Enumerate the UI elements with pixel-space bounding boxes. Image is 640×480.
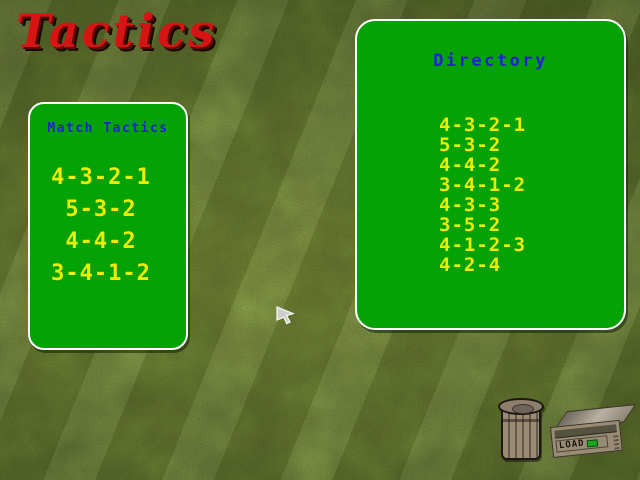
- load-drive-icon[interactable]: LOAD: [548, 403, 637, 465]
- drive-front-face: LOAD: [549, 419, 623, 458]
- trash-can-icon[interactable]: [498, 398, 544, 462]
- trash-can-body: [501, 408, 541, 460]
- directory-list: 4-3-2-1 5-3-2 4-4-2 3-4-1-2 4-3-3 3-5-2 …: [439, 115, 526, 275]
- trash-can-lid: [498, 398, 544, 415]
- directory-item[interactable]: 3-5-2: [439, 214, 502, 236]
- directory-item[interactable]: 4-4-2: [439, 154, 502, 176]
- match-tactics-list: 4-3-2-1 5-3-2 4-4-2 3-4-1-2: [30, 162, 172, 290]
- directory-item[interactable]: 3-4-1-2: [439, 174, 527, 196]
- page-title: Tactics: [16, 4, 218, 58]
- arrow-cursor-icon: [276, 306, 295, 325]
- directory-item[interactable]: 5-3-2: [439, 134, 502, 156]
- load-label: LOAD: [558, 438, 586, 452]
- match-tactic-item[interactable]: 5-3-2: [65, 197, 137, 222]
- match-tactic-item[interactable]: 4-4-2: [65, 229, 137, 254]
- directory-item[interactable]: 4-2-4: [439, 254, 502, 276]
- match-tactics-title: Match Tactics: [47, 121, 169, 136]
- drive-led-light: [586, 438, 598, 447]
- drive-label-box: LOAD: [555, 435, 609, 453]
- directory-item[interactable]: 4-3-2-1: [439, 114, 527, 136]
- trash-can-lid-hole: [512, 404, 534, 414]
- match-tactics-panel: Match Tactics 4-3-2-1 5-3-2 4-4-2 3-4-1-…: [28, 102, 188, 350]
- match-tactic-item[interactable]: 3-4-1-2: [51, 261, 151, 286]
- directory-item[interactable]: 4-1-2-3: [439, 234, 527, 256]
- directory-title: Directory: [433, 51, 548, 71]
- trash-can-band: [503, 419, 539, 422]
- drive-vents: [613, 435, 620, 450]
- match-tactic-item[interactable]: 4-3-2-1: [51, 165, 151, 190]
- directory-item[interactable]: 4-3-3: [439, 194, 502, 216]
- directory-panel: Directory 4-3-2-1 5-3-2 4-4-2 3-4-1-2 4-…: [355, 19, 626, 330]
